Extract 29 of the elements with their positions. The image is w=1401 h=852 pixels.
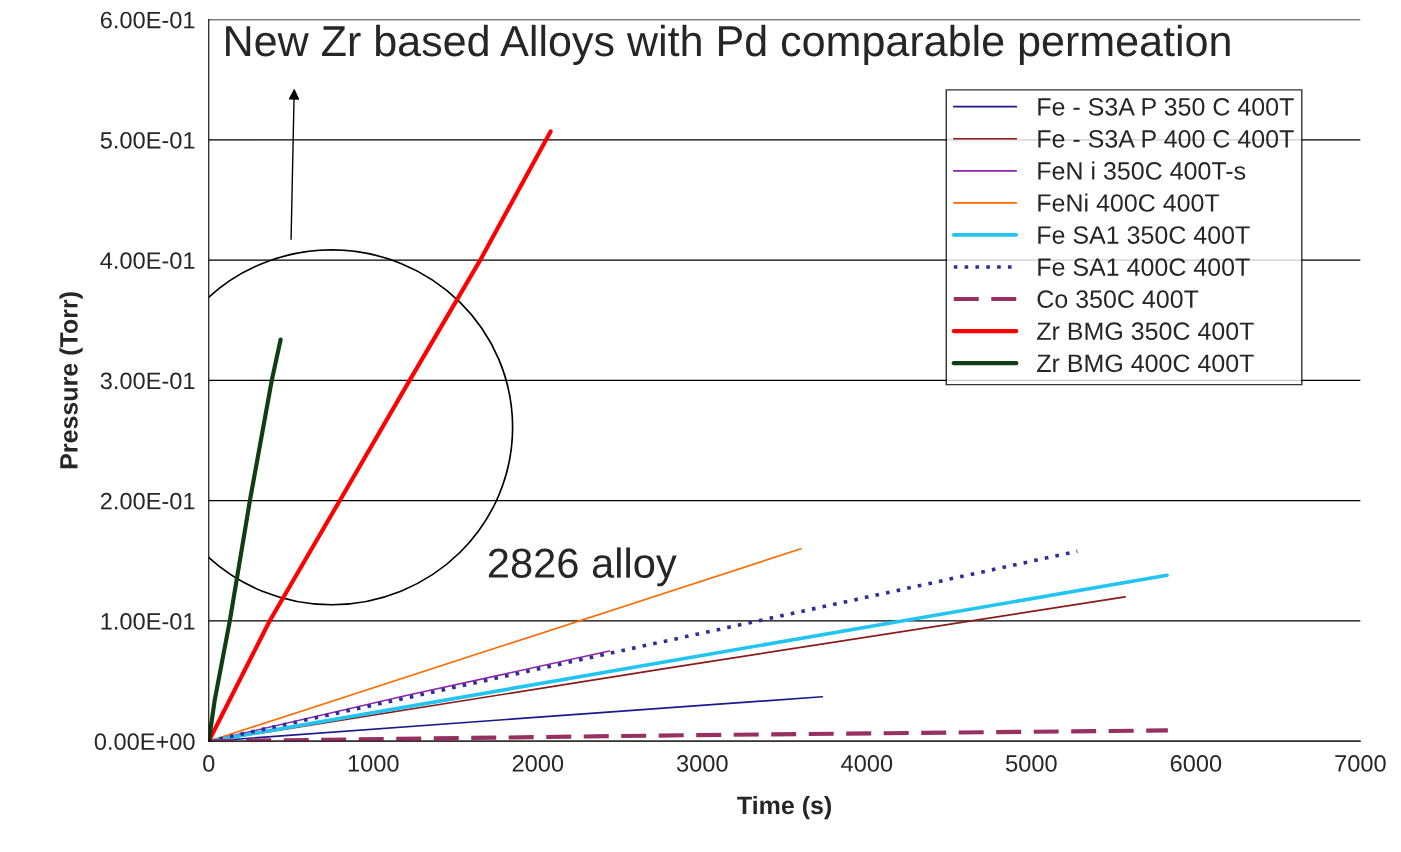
x-tick-label: 2000 — [512, 755, 564, 772]
x-tick-label: 5000 — [1006, 755, 1057, 772]
legend-label: Fe - S3A P 350 C 400T — [1038, 97, 1294, 116]
legend-label: Zr BMG 400C 400T — [1037, 354, 1254, 373]
y-tick-label: 1.00E-01 — [101, 613, 195, 630]
legend-label: Fe SA1 350C 400T — [1038, 226, 1250, 244]
chart-title: New Zr based Alloys with Pd comparable permeation — [226, 24, 1230, 65]
legend-label: Fe - S3A P 400 C 400T — [1038, 130, 1294, 148]
x-axis-title: Time (s) — [737, 795, 832, 820]
legend-label: Co 350C 400T — [1037, 290, 1199, 309]
x-tick-label: 0 — [203, 755, 215, 772]
legend-label: Fe SA1 400C 400T — [1038, 258, 1250, 276]
legend-label: Zr BMG 350C 400T — [1037, 322, 1254, 341]
y-tick-label: 2.00E-01 — [100, 492, 195, 510]
legend-label: FeN i 350C 400T-s — [1038, 161, 1246, 180]
x-tick-label: 7000 — [1335, 755, 1386, 772]
y-tick-label: 6.00E-01 — [100, 11, 195, 29]
y-tick-label: 4.00E-01 — [100, 252, 195, 269]
y-tick-label: 5.00E-01 — [100, 131, 195, 149]
line-series — [208, 337, 283, 742]
y-axis-title: Pressure (Torr) — [59, 292, 83, 469]
y-tick-label: 0.00E+00 — [94, 733, 195, 751]
x-tick-label: 3000 — [676, 755, 728, 772]
y-tick-label: 3.00E-01 — [100, 372, 195, 390]
x-tick-label: 6000 — [1170, 755, 1222, 772]
x-tick-label: 1000 — [348, 755, 399, 772]
annotation: 2826 alloy — [488, 547, 677, 587]
legend-label: FeNi 400C 400T — [1038, 193, 1220, 212]
x-tick-label: 4000 — [841, 755, 893, 772]
